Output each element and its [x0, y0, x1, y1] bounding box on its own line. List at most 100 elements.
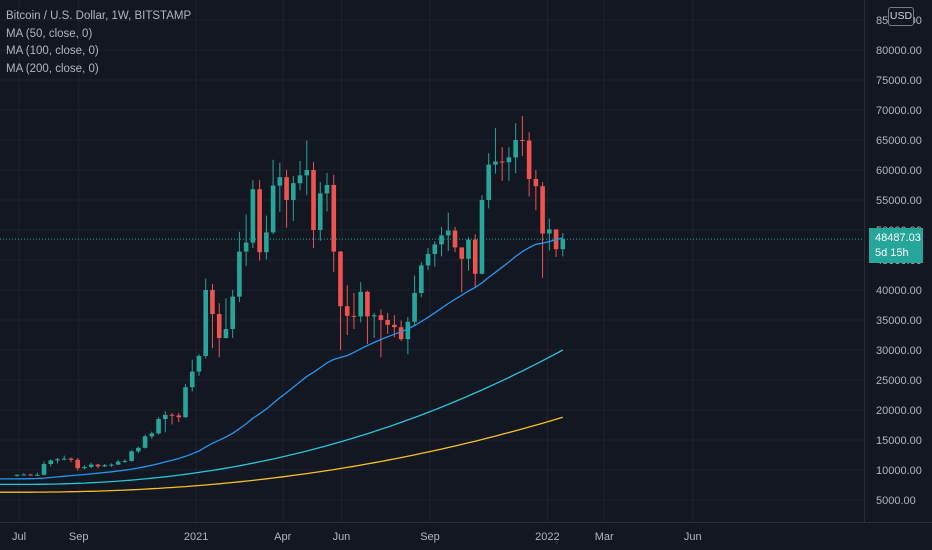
candle-body — [34, 474, 40, 476]
ma50-line — [0, 237, 563, 480]
candle-body — [122, 461, 128, 462]
ma200-line — [0, 416, 563, 493]
candle-body — [533, 179, 539, 187]
price-tick-label: 40000.00 — [876, 285, 922, 297]
candle-body — [115, 461, 121, 465]
last-price-label: 48487.03 5d 15h — [869, 228, 923, 263]
time-tick-label: Apr — [274, 531, 291, 543]
price-tick-label: 75000.00 — [876, 75, 922, 87]
candle-body — [169, 414, 175, 416]
candle-body — [371, 315, 377, 317]
time-tick-label: Jun — [333, 531, 351, 543]
candle-body — [61, 458, 67, 460]
price-tick-label: 35000.00 — [876, 315, 922, 327]
candle-body — [210, 290, 215, 314]
candle-body — [237, 251, 242, 297]
candle-body — [513, 140, 518, 158]
candle-body — [291, 183, 296, 200]
price-tick-label: 60000.00 — [876, 165, 922, 177]
candle-body — [459, 247, 465, 259]
candle-body — [520, 140, 525, 141]
price-axis[interactable]: 5000.00 10000.00 15000.00 20000.00 25000.00 3… — [876, 15, 922, 507]
candle-body — [311, 170, 316, 230]
candle-body — [351, 315, 357, 317]
candle-body — [499, 161, 505, 163]
time-tick-label: Sep — [69, 531, 89, 543]
candle-body — [398, 327, 404, 340]
candle-body — [129, 451, 134, 461]
candle-body — [378, 315, 384, 320]
ma100-legend[interactable]: MA (100, close, 0) — [6, 45, 99, 57]
last-price-value: 48487.03 — [875, 232, 921, 244]
candle-body — [317, 193, 323, 230]
price-tick-label: 65000.00 — [876, 135, 922, 147]
candle-body — [560, 239, 566, 250]
currency-button[interactable]: USD — [888, 7, 914, 26]
candle-body — [472, 239, 478, 274]
candle-body — [385, 320, 390, 325]
ma50-legend[interactable]: MA (50, close, 0) — [6, 27, 93, 40]
candle-body — [405, 321, 411, 340]
candle-body — [284, 177, 289, 200]
candle-body — [68, 458, 74, 460]
candle-body — [189, 371, 195, 388]
time-tick-label: 2022 — [535, 531, 559, 543]
time-tick-label: Jun — [684, 531, 702, 543]
candle-body — [223, 329, 229, 338]
ma200-legend[interactable]: MA (200, close, 0) — [6, 62, 99, 75]
candle-body — [230, 296, 235, 329]
candle-body — [304, 170, 310, 176]
candle-body — [358, 291, 363, 317]
candle-body — [156, 419, 161, 434]
time-tick-label: 2021 — [184, 531, 208, 543]
candle-body — [55, 459, 60, 461]
candle-body — [196, 356, 202, 372]
price-tick-label: 30000.00 — [876, 345, 922, 357]
candle-body — [270, 185, 276, 233]
candle-body — [412, 293, 417, 322]
candle-body — [479, 200, 485, 274]
candle-body — [257, 189, 262, 253]
candle-body — [439, 235, 444, 245]
candle-body — [331, 185, 337, 252]
price-tick-label: 80000.00 — [876, 45, 922, 57]
candle-body — [48, 460, 54, 464]
candle-body — [493, 161, 498, 165]
price-tick-label: 20000.00 — [876, 405, 922, 417]
ma100-line — [0, 349, 564, 486]
candle-body — [136, 447, 141, 452]
time-axis[interactable]: Jul Sep 2021 Apr Jun Sep 2022 Mar Jun — [12, 531, 702, 543]
candle-body — [506, 157, 512, 163]
candle-body — [203, 290, 209, 356]
candle-body — [21, 474, 27, 476]
candle-body — [102, 465, 107, 467]
candle-body — [466, 239, 471, 259]
candle-body — [183, 387, 188, 418]
candle-body — [526, 140, 532, 179]
candle-body — [41, 464, 47, 475]
candle-body — [419, 265, 424, 293]
candle-body — [338, 251, 343, 307]
symbol-title[interactable]: Bitcoin / U.S. Dollar, 1W, BITSTAMP — [6, 10, 192, 22]
candle-body — [149, 433, 155, 437]
moving-average-lines — [0, 237, 564, 493]
candle-body — [540, 186, 545, 234]
price-tick-label: 25000.00 — [876, 375, 922, 387]
candle-body — [95, 464, 101, 467]
price-tick-label: 55000.00 — [876, 195, 922, 207]
candle-body — [109, 464, 114, 466]
price-tick-label: 70000.00 — [876, 105, 922, 117]
candle-body — [28, 474, 33, 476]
time-tick-label: Jul — [12, 531, 26, 543]
chart-grid — [0, 0, 864, 522]
candle-body — [163, 414, 168, 419]
bar-countdown: 5d 15h — [875, 247, 909, 259]
candle-body — [88, 464, 94, 467]
candle-body — [445, 230, 451, 236]
candle-body — [324, 185, 330, 194]
price-tick-label: 15000.00 — [876, 435, 922, 447]
candle-body — [75, 459, 81, 469]
candle-body — [243, 242, 249, 252]
candle-body — [216, 314, 222, 338]
